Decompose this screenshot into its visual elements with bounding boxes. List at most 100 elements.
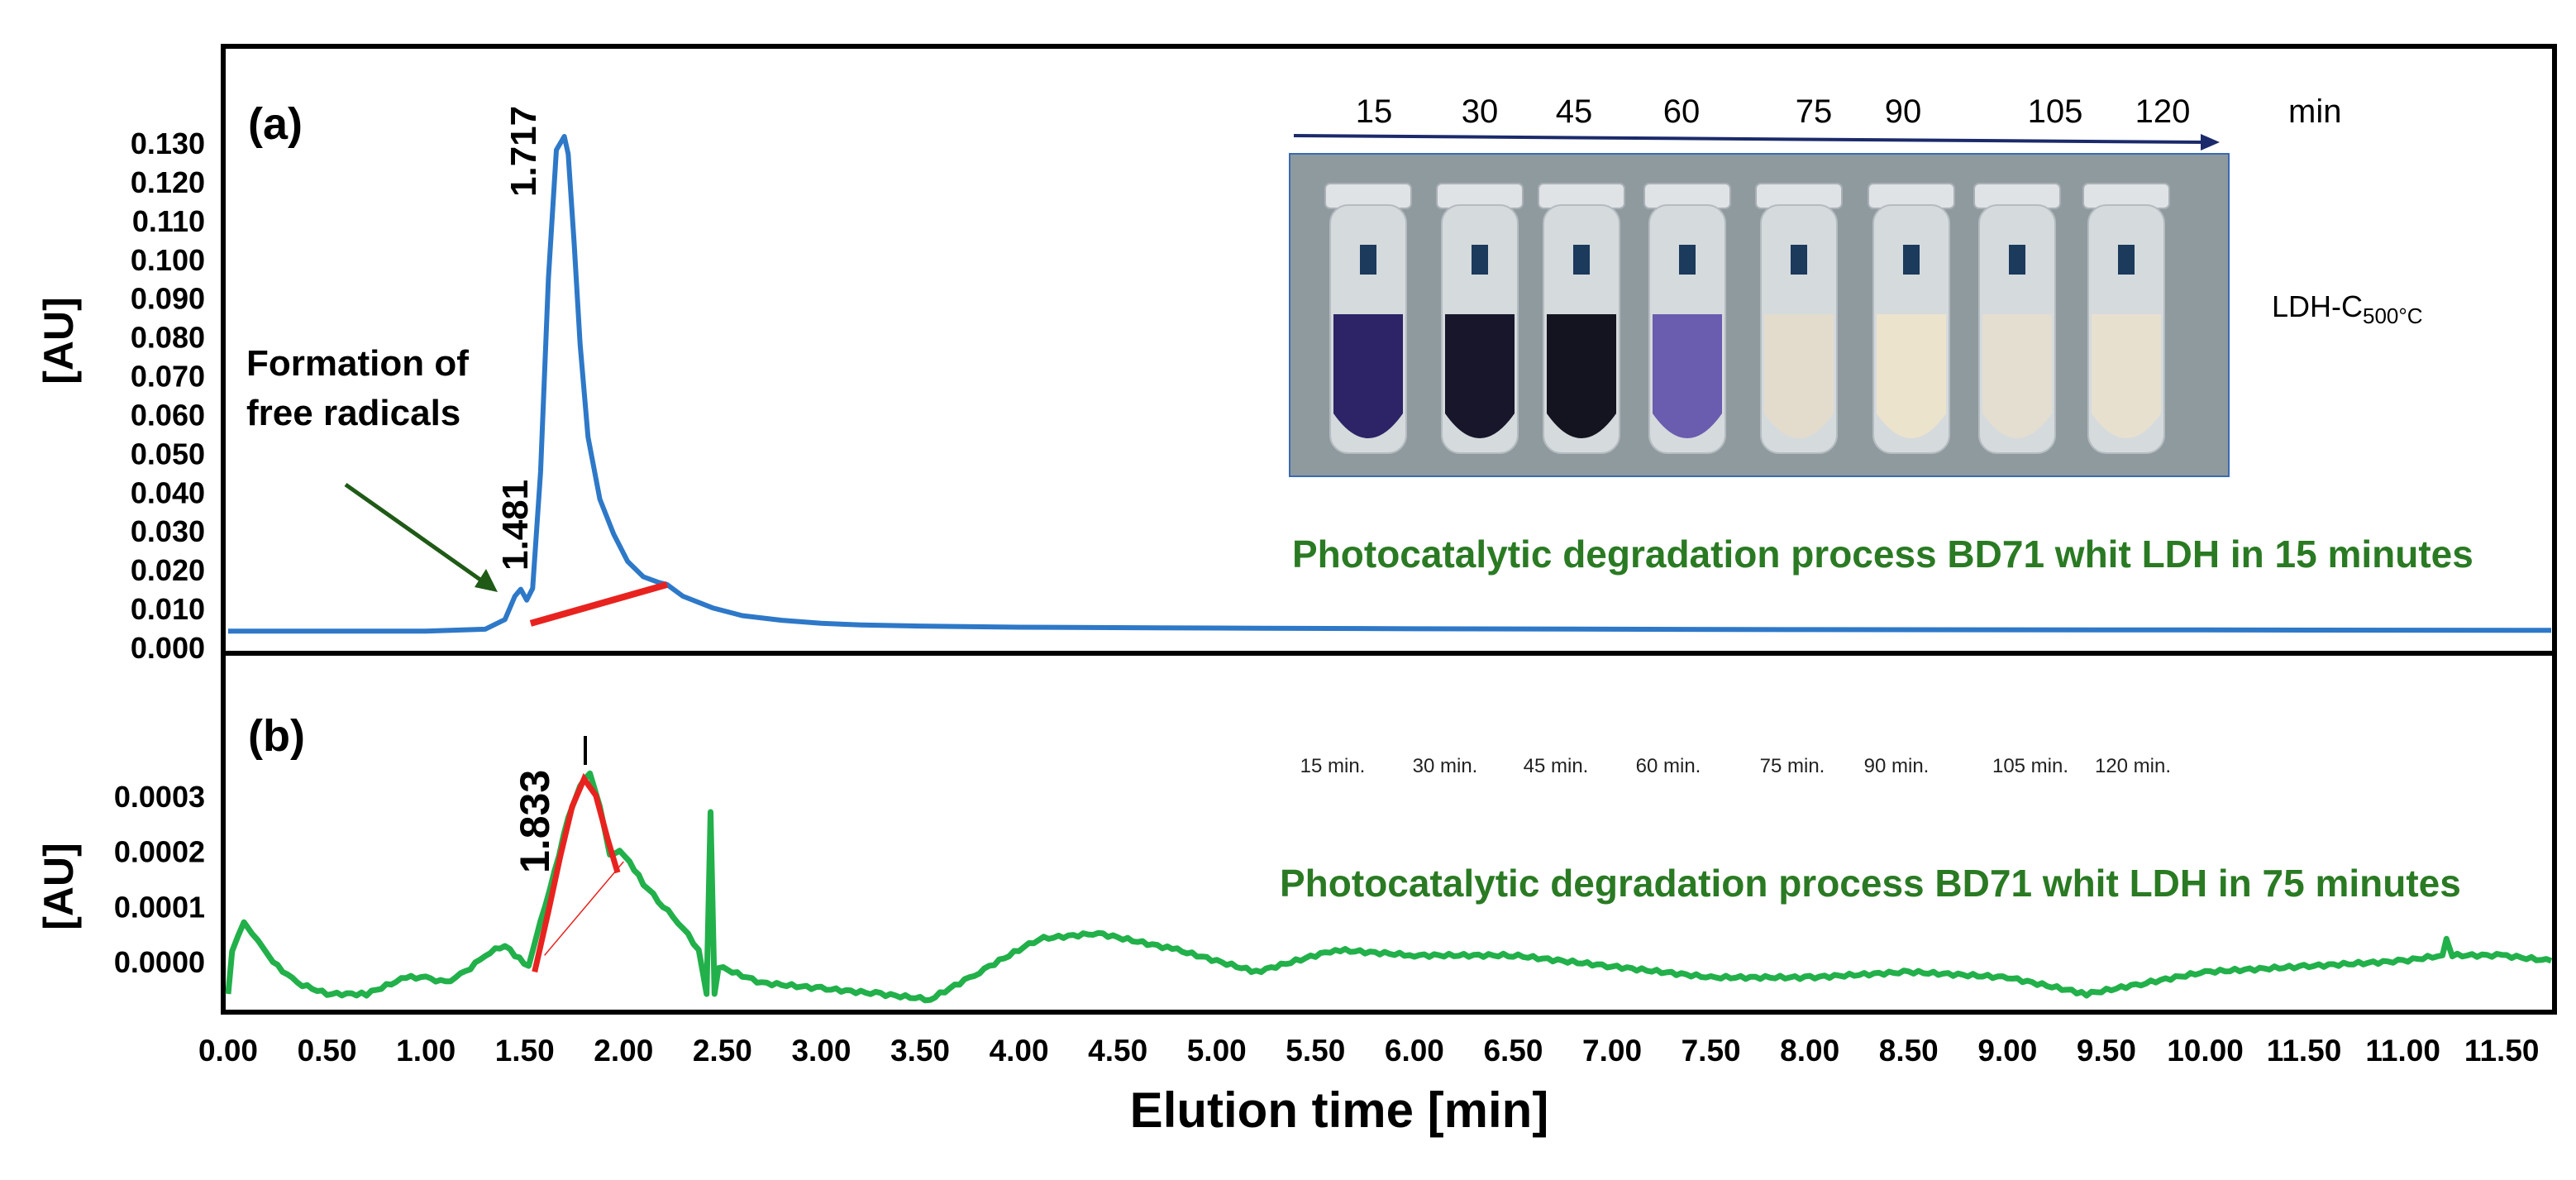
panel-a-y-tick-label: 0.000: [131, 631, 205, 665]
panel-a-y-tick-label: 0.010: [131, 592, 205, 626]
vial-liquid: [1877, 314, 1946, 438]
caption-a: Photocatalytic degradation process BD71 …: [1292, 533, 2473, 576]
x-tick-label: 6.50: [1483, 1034, 1543, 1068]
panel-a-y-tick-label: 0.070: [131, 360, 205, 394]
panel-a-y-tick-label: 0.050: [131, 437, 205, 471]
panel-b-y-tick-label: 0.0001: [114, 890, 205, 924]
x-tick-label: 9.00: [1977, 1034, 2037, 1068]
vial-row: [1324, 183, 2170, 454]
panel-b-y-tick-label: 0.0002: [114, 835, 205, 869]
vial-mark: [1573, 245, 1590, 275]
inset-unit-label: min: [2288, 93, 2341, 130]
x-tick-label: 1.50: [495, 1034, 555, 1068]
baseline-b: [544, 861, 624, 956]
x-tick-label: 5.00: [1187, 1034, 1247, 1068]
panel-a-y-tick-label: 0.100: [131, 243, 205, 277]
panel-b-time-label: 30 min.: [1413, 755, 1478, 777]
inset-timeline-arrow: [1293, 134, 2204, 144]
vial-liquid: [1653, 314, 1722, 438]
inset-time-label: 45: [1556, 93, 1593, 130]
x-tick-label: 5.50: [1286, 1034, 1345, 1068]
vial-mark: [2118, 245, 2135, 275]
panel-b-time-label: 75 min.: [1760, 755, 1825, 777]
annotation-line-1: Formation of: [246, 343, 469, 384]
x-tick-label: 6.00: [1385, 1034, 1444, 1068]
peak-label-1833: 1.833: [512, 770, 558, 873]
x-tick-label: 11.50: [2464, 1034, 2540, 1068]
inset-time-label: 90: [1885, 93, 1922, 130]
panel-a-y-tick-label: 0.120: [131, 165, 205, 199]
peak-label-1481: 1.481: [495, 480, 536, 571]
panel-b-y-ticks: 0.0000 0.0001 0.0002 0.0003: [114, 780, 205, 979]
inset-time-label: 15: [1356, 93, 1393, 130]
panel-b-time-label: 105 min.: [1992, 755, 2068, 777]
panel-b-ylabel: [AU]: [36, 843, 82, 930]
vial-mark: [1791, 245, 1807, 275]
vial-liquid: [1547, 314, 1616, 438]
x-tick-label: 4.00: [990, 1034, 1049, 1068]
vial-mark: [1472, 245, 1488, 275]
vial-mark: [1679, 245, 1696, 275]
panel-b-frame: [221, 651, 2557, 1015]
panel-b-label: (b): [248, 711, 305, 761]
x-axis-title: Elution time [min]: [1130, 1082, 1549, 1138]
x-tick-label: 11.50: [2267, 1034, 2342, 1068]
caption-b: Photocatalytic degradation process BD71 …: [1280, 862, 2461, 905]
x-tick-label: 0.00: [198, 1034, 258, 1068]
inset-time-label: 30: [1462, 93, 1499, 130]
material-label: LDH-C500°C: [2272, 289, 2423, 328]
panel-a-y-tick-label: 0.080: [131, 321, 205, 355]
panel-a-ylabel: [AU]: [36, 297, 82, 385]
x-tick-label: 2.00: [594, 1034, 653, 1068]
peak-label-1717: 1.717: [503, 106, 544, 197]
panel-b-time-label: 15 min.: [1300, 755, 1366, 777]
vial-mark: [1360, 245, 1376, 275]
panel-a-plot: [228, 134, 2552, 634]
panel-b-time-label: 120 min.: [2095, 755, 2171, 777]
x-tick-label: 7.00: [1582, 1034, 1642, 1068]
inset-time-label: 105: [2028, 93, 2083, 130]
panel-a-y-tick-label: 0.130: [131, 127, 205, 160]
panel-a-y-tick-label: 0.060: [131, 398, 205, 432]
inset-time-label: 60: [1663, 93, 1701, 130]
vial-liquid: [2092, 314, 2161, 438]
panel-b-time-label: 60 min.: [1636, 755, 1701, 777]
inset-time-labels: 15 30 45 60 75 90 105 120: [1356, 93, 2191, 130]
panel-a-y-tick-label: 0.030: [131, 514, 205, 548]
series-line-15-minutes: [228, 134, 2552, 634]
annotation-line-2: free radicals: [246, 393, 460, 433]
material-subscript: 500°C: [2363, 303, 2423, 328]
x-tick-label: 9.50: [2077, 1034, 2136, 1068]
panel-b-plot: [225, 770, 2553, 1004]
vial-liquid: [1982, 314, 2052, 438]
x-tick-label: 2.50: [693, 1034, 752, 1068]
panel-b-y-tick-label: 0.0003: [114, 780, 205, 814]
x-tick-label: 8.00: [1780, 1034, 1839, 1068]
x-tick-label: 0.50: [298, 1034, 357, 1068]
inset-time-label: 75: [1796, 93, 1833, 130]
x-tick-label: 11.00: [2365, 1034, 2440, 1068]
vial-liquid: [1445, 314, 1515, 438]
x-tick-label: 4.50: [1088, 1034, 1147, 1068]
vial-inset: 15 30 45 60 75 90 105 120 min LDH-C500°C: [1289, 93, 2423, 477]
annotation-arrow-head: [475, 569, 498, 592]
inset-arrow-head: [2201, 134, 2220, 150]
x-tick-label: 1.00: [396, 1034, 456, 1068]
vial-liquid: [1764, 314, 1834, 438]
series-line-75-minutes: [225, 770, 2553, 1004]
vial-mark: [1903, 245, 1920, 275]
material-prefix: LDH-C: [2272, 289, 2363, 323]
x-tick-label: 3.00: [791, 1034, 851, 1068]
panel-b-time-label: 45 min.: [1524, 755, 1589, 777]
panel-a-y-tick-label: 0.020: [131, 553, 205, 587]
panel-b-y-tick-label: 0.0000: [114, 945, 205, 979]
panel-a-y-tick-label: 0.090: [131, 282, 205, 316]
x-tick-label: 8.50: [1879, 1034, 1939, 1068]
panel-a-y-tick-label: 0.040: [131, 475, 205, 509]
x-axis-ticks: 0.00 0.50 1.00 1.50 2.00 2.50 3.00 3.50 4.00 4.50…: [198, 1034, 2540, 1068]
panel-a-y-tick-label: 0.110: [132, 204, 205, 238]
panel-a-y-ticks: 0.000 0.010 0.020 0.030 0.040 0.050 0.060 0.070…: [131, 127, 205, 665]
annotation-arrow: [344, 482, 488, 586]
panel-b-time-label: 90 min.: [1864, 755, 1930, 777]
